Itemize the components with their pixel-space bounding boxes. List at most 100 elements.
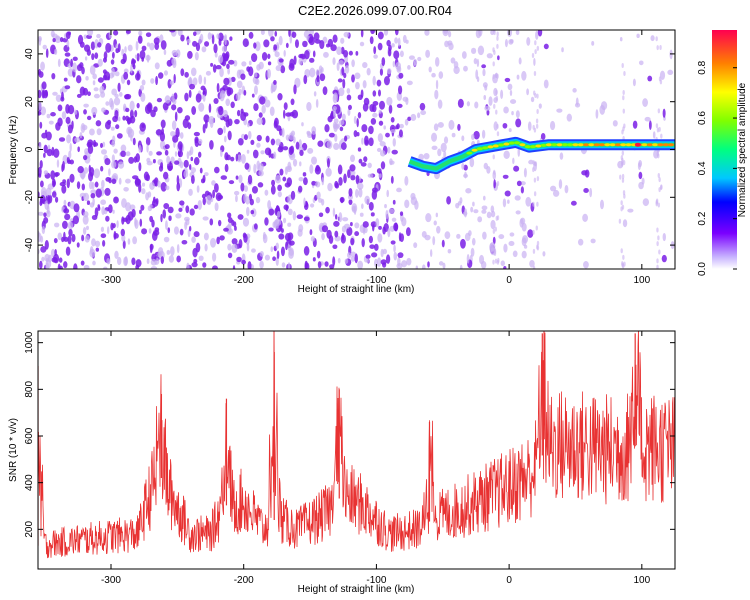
spectrogram-cell <box>317 261 322 269</box>
spectrogram-cell <box>241 61 247 67</box>
spectrogram-cell <box>120 228 125 237</box>
spectrogram-cell <box>378 225 382 230</box>
spectrogram-cell <box>41 256 45 262</box>
spectrogram-cell <box>193 131 200 137</box>
spectrogram-cell <box>94 240 101 248</box>
spectrogram-cell <box>202 123 206 134</box>
spectrogram-cell <box>125 107 130 113</box>
spectrogram-cell <box>332 34 338 43</box>
spectrogram-cell <box>255 196 261 204</box>
spectrogram-cell <box>165 220 168 231</box>
spectrogram-cell <box>410 196 418 206</box>
spectrogram-cell <box>231 243 238 253</box>
spectrogram-cell <box>256 64 261 71</box>
spectrogram-cell <box>208 115 215 125</box>
spectrogram-cell <box>350 237 355 246</box>
spectrogram-cell <box>448 119 455 130</box>
spectrogram-cell <box>494 226 497 232</box>
spectrogram-cell <box>282 217 287 224</box>
spectrogram-cell <box>218 38 222 46</box>
spectrogram-cell <box>141 188 146 195</box>
spectrogram-cell <box>139 50 146 60</box>
spectrogram-cell <box>396 262 403 269</box>
spectrogram-cell <box>140 92 146 103</box>
spectrogram-cell <box>492 154 495 160</box>
spectrogram-cell <box>346 88 351 94</box>
spectrogram-cell <box>387 146 391 154</box>
spectrogram-cell <box>137 35 143 44</box>
spectrogram-cell <box>93 93 100 99</box>
spectrogram-cell <box>369 36 374 45</box>
spectrogram-cell <box>97 42 102 48</box>
spectrogram-cell <box>497 55 500 61</box>
spectrogram-cell <box>315 98 319 108</box>
spectrogram-cell <box>425 212 432 223</box>
spectrogram-cell <box>444 40 449 48</box>
spectrogram-cell <box>270 246 274 253</box>
spectrogram-cell <box>389 160 395 165</box>
spectrogram-cell <box>248 60 252 66</box>
spectrogram-cell <box>47 194 51 205</box>
spectrogram-cell <box>362 80 367 89</box>
spectrogram-cell <box>459 264 463 269</box>
spectrogram-cell <box>277 93 283 101</box>
spectrogram-cell <box>515 30 520 36</box>
spectrogram-cell <box>437 99 443 109</box>
spectrogram-cell <box>477 216 483 223</box>
spectrogram-cell <box>214 202 219 212</box>
spectrogram-cell <box>82 215 89 225</box>
ridge-hot-cell <box>514 141 521 145</box>
spectrogram-cell <box>150 266 158 269</box>
spectrogram-cell <box>216 236 220 245</box>
spectrogram-cell <box>319 73 326 82</box>
spectrogram-cell <box>141 45 147 52</box>
spectrogram-cell <box>73 263 78 269</box>
spectrogram-cell <box>357 260 364 269</box>
spectrogram-cell <box>189 83 196 90</box>
spectrogram-cell <box>83 34 88 39</box>
spectrogram-cell <box>113 196 119 204</box>
spectrogram-cell <box>309 229 313 236</box>
ridge-hot-cell <box>535 144 542 148</box>
spectrogram-cell <box>390 117 395 123</box>
spectrogram-cell <box>370 212 375 217</box>
spectrogram <box>38 30 675 269</box>
spectrogram-cell <box>63 208 70 214</box>
spectrogram-cell <box>187 50 193 59</box>
spectrogram-cell <box>398 232 402 242</box>
spectrogram-cell <box>303 197 306 206</box>
spectrogram-cell <box>413 242 418 249</box>
spectrogram-cell <box>51 178 56 188</box>
spectrogram-cell <box>498 234 505 240</box>
spectrogram-cell <box>438 261 444 266</box>
spectrogram-cell <box>298 139 302 149</box>
spectrogram-cell <box>79 131 83 139</box>
spectrogram-cell <box>150 78 155 84</box>
spectrogram-cell <box>272 256 277 261</box>
spectrogram-cell <box>157 180 161 188</box>
spectrogram-cell <box>456 233 461 239</box>
spectrogram-cell <box>620 248 623 254</box>
spectrogram-cell <box>224 35 227 46</box>
spectrogram-cell <box>141 228 148 235</box>
spectrogram-cell <box>243 185 248 192</box>
spectrogram-cell <box>470 206 474 213</box>
spectrogram-cell <box>100 149 107 155</box>
spectrogram-cell <box>311 156 318 165</box>
spectrogram-cell <box>513 165 520 172</box>
spectrogram-cell <box>164 144 170 150</box>
spectrogram-cell <box>523 167 527 178</box>
spectrogram-cell <box>530 96 535 103</box>
spectrogram-cell <box>528 159 534 165</box>
spectrogram-cell <box>295 141 300 150</box>
spectrogram-cell <box>405 97 409 106</box>
spectrogram-cell <box>270 138 276 146</box>
spectrogram-cell <box>407 116 412 122</box>
spectrogram-cell <box>234 119 240 125</box>
spectrogram-cell <box>38 101 42 111</box>
spectrogram-cell <box>236 256 242 263</box>
chart-title: C2E2.2026.099.07.00.R04 <box>298 3 452 18</box>
spectrogram-cell <box>306 101 312 112</box>
spectrogram-cell <box>100 91 106 98</box>
